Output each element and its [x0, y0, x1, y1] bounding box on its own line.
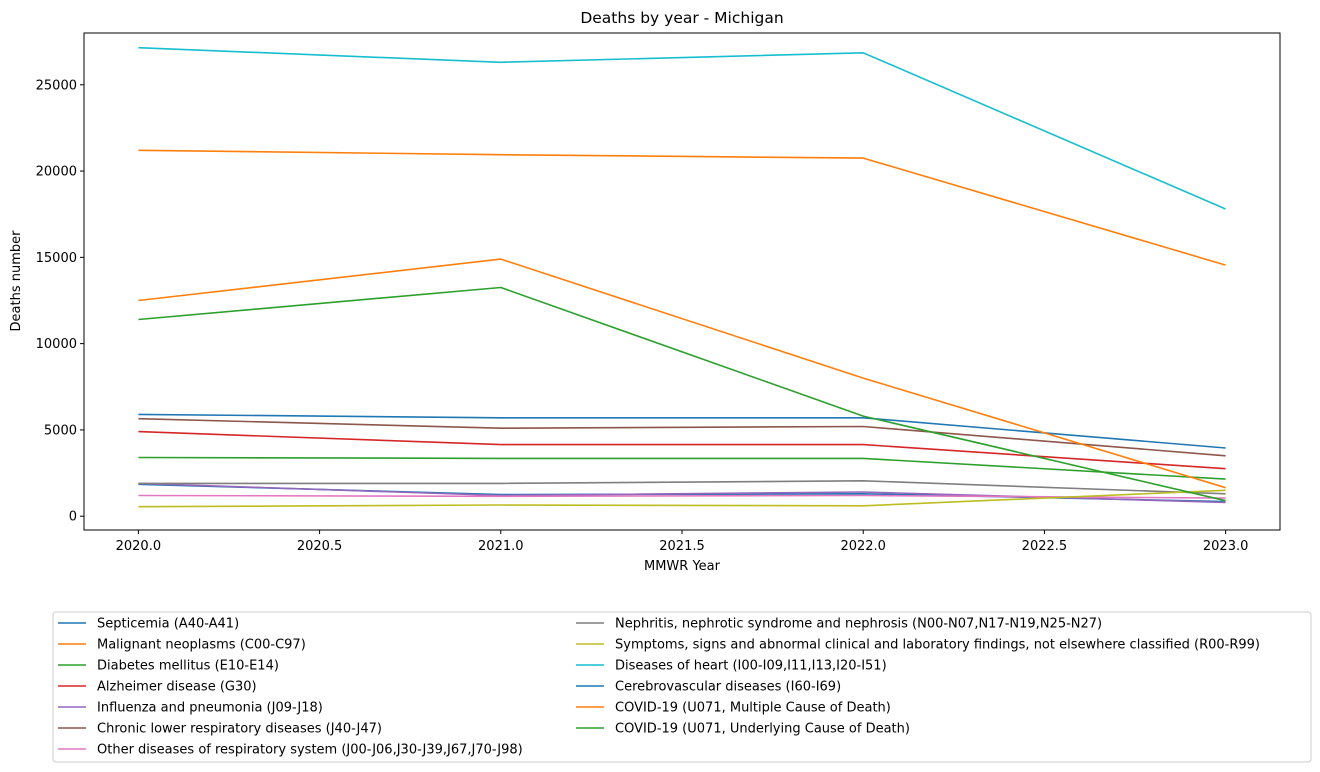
legend-entry-9: Symptoms, signs and abnormal clinical an… — [576, 638, 1260, 653]
y-tick-label: 15000 — [36, 251, 77, 266]
legend-label: Alzheimer disease (G30) — [97, 680, 257, 695]
series-layer — [138, 46, 1226, 508]
legend-entry-8: Nephritis, nephrotic syndrome and nephro… — [576, 617, 1102, 632]
legend-entry-11: Cerebrovascular diseases (I60-I69) — [576, 680, 841, 695]
series-line-6 — [138, 417, 1226, 457]
legend-label: COVID-19 (U071, Underlying Cause of Deat… — [615, 722, 910, 737]
x-tick-label: 2021.0 — [478, 539, 524, 554]
legend-entry-4: Alzheimer disease (G30) — [58, 680, 257, 695]
legend-entry-2: Malignant neoplasms (C00-C97) — [58, 638, 306, 653]
x-tick-label: 2022.5 — [1022, 539, 1068, 554]
legend-label: Other diseases of respiratory system (J0… — [97, 743, 523, 758]
x-tick-label: 2022.0 — [840, 539, 886, 554]
plot-frame — [83, 32, 1281, 531]
y-tick-label: 25000 — [36, 78, 77, 93]
series-line-4 — [138, 430, 1226, 470]
x-tick-label: 2020.5 — [297, 539, 343, 554]
y-axis-title: Deaths number — [9, 230, 24, 332]
series-line-9 — [138, 489, 1226, 508]
legend-entry-1: Septicemia (A40-A41) — [58, 617, 239, 632]
chart-title: Deaths by year - Michigan — [580, 9, 783, 27]
series-line-13 — [138, 286, 1226, 502]
series-line-1 — [138, 483, 1226, 503]
x-axis-title: MMWR Year — [644, 559, 721, 574]
legend-label: Influenza and pneumonia (J09-J18) — [97, 701, 323, 716]
series-line-5 — [138, 482, 1226, 504]
x-axis: 2020.0 2020.5 2021.0 2021.5 2022.0 2022.5 2023… — [116, 530, 1249, 554]
legend — [52, 611, 1312, 763]
y-tick-label: 10000 — [36, 337, 77, 352]
x-tick-label: 2021.5 — [659, 539, 705, 554]
y-axis: 0 5000 10000 15000 20000 25000 — [36, 78, 84, 525]
series-line-12 — [138, 258, 1226, 489]
series-line-2 — [138, 149, 1226, 266]
legend-label: Malignant neoplasms (C00-C97) — [97, 638, 306, 653]
x-tick-label: 2023.0 — [1203, 539, 1249, 554]
legend-entry-3: Diabetes mellitus (E10-E14) — [58, 659, 279, 674]
legend-entry-10: Diseases of heart (I00-I09,I11,I13,I20-I… — [576, 659, 887, 674]
legend-entry-6: Chronic lower respiratory diseases (J40-… — [58, 722, 382, 737]
y-tick-label: 20000 — [36, 165, 77, 180]
legend-label: Symptoms, signs and abnormal clinical an… — [615, 638, 1260, 653]
x-tick-label: 2020.0 — [116, 539, 162, 554]
legend-entry-7: Other diseases of respiratory system (J0… — [58, 743, 523, 758]
legend-entry-5: Influenza and pneumonia (J09-J18) — [58, 701, 323, 716]
legend-label: Diabetes mellitus (E10-E14) — [97, 659, 279, 674]
y-tick-label: 0 — [69, 510, 77, 525]
series-line-7 — [138, 494, 1226, 499]
series-line-10 — [138, 46, 1226, 210]
legend-label: Nephritis, nephrotic syndrome and nephro… — [615, 617, 1102, 632]
legend-label: Cerebrovascular diseases (I60-I69) — [615, 680, 841, 695]
legend-label: COVID-19 (U071, Multiple Cause of Death) — [615, 701, 891, 716]
y-tick-label: 5000 — [44, 423, 77, 438]
legend-entry-12: COVID-19 (U071, Multiple Cause of Death) — [576, 701, 891, 716]
series-line-3 — [138, 456, 1226, 480]
series-line-8 — [138, 479, 1226, 495]
legend-entries: Septicemia (A40-A41) Malignant neoplasms … — [58, 617, 1260, 758]
legend-entry-13: COVID-19 (U071, Underlying Cause of Deat… — [576, 722, 910, 737]
legend-label: Diseases of heart (I00-I09,I11,I13,I20-I… — [615, 659, 887, 674]
legend-label: Chronic lower respiratory diseases (J40-… — [97, 722, 382, 737]
legend-label: Septicemia (A40-A41) — [97, 617, 239, 632]
